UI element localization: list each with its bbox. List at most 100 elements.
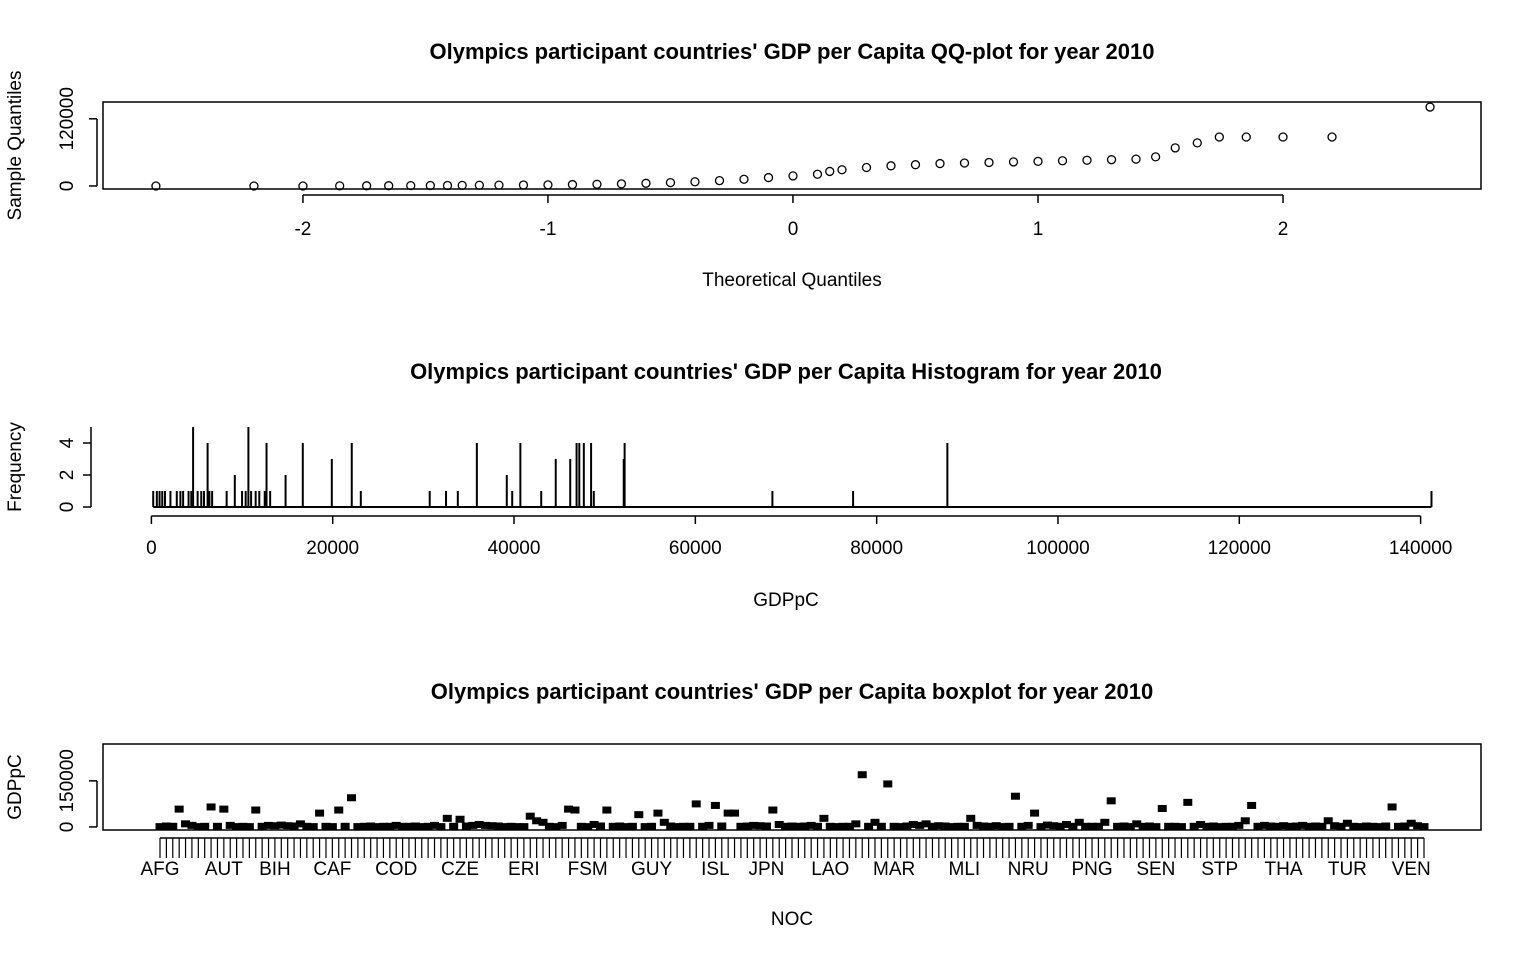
box (315, 809, 325, 817)
point (861, 162, 872, 173)
box (627, 822, 637, 830)
box (870, 818, 880, 826)
point (1150, 152, 1161, 162)
point (837, 165, 847, 175)
x-tick-label: 2 (1278, 219, 1289, 240)
x-tick-label: -2 (294, 219, 311, 240)
point (984, 157, 994, 168)
box (966, 814, 976, 822)
x-axis-label: NOC (771, 909, 813, 930)
box (959, 822, 969, 830)
point (425, 180, 435, 191)
point (935, 158, 945, 169)
box (602, 806, 612, 814)
chart-title: Olympics participant countries' GDP per … (431, 679, 1153, 704)
point (1192, 138, 1202, 148)
x-tick-label: TUR (1328, 859, 1367, 880)
box (595, 822, 605, 830)
x-tick-label: CZE (441, 859, 479, 880)
y-axis-label: Frequency (5, 422, 26, 512)
x-tick-label: AUT (205, 859, 243, 880)
box (691, 800, 701, 808)
x-tick-label: 0 (146, 538, 157, 559)
x-tick-label: AFG (140, 859, 179, 880)
box (685, 822, 695, 830)
point (616, 179, 627, 189)
box (1106, 797, 1116, 805)
point (763, 172, 774, 183)
point (1082, 155, 1092, 165)
x-tick-label: THA (1265, 859, 1303, 880)
box (704, 821, 714, 829)
point (298, 181, 308, 191)
x-tick-label: MAR (873, 859, 915, 880)
box (634, 811, 644, 819)
box (1010, 792, 1020, 800)
box (717, 822, 727, 830)
point (592, 179, 602, 189)
box (525, 812, 535, 820)
box (308, 823, 318, 831)
x-tick-label: 40000 (488, 538, 541, 559)
x-tick-label: ISL (701, 859, 730, 880)
box (1176, 823, 1186, 831)
box (436, 823, 446, 831)
box (449, 822, 459, 830)
y-tick-label: 0 (57, 822, 78, 833)
point (788, 171, 798, 181)
box (1157, 805, 1167, 812)
x-tick-label: 120000 (1208, 538, 1271, 559)
point (1057, 156, 1068, 166)
box (1074, 818, 1084, 826)
x-tick-label: COD (375, 859, 417, 880)
y-tick-label: 2 (57, 470, 78, 481)
box (1030, 809, 1040, 817)
point (1425, 102, 1435, 112)
box (219, 805, 229, 813)
x-tick-label: 60000 (669, 538, 722, 559)
point (1214, 132, 1224, 142)
point (543, 180, 553, 190)
x-tick-label: LAO (811, 859, 849, 880)
box (347, 794, 357, 802)
box (1100, 818, 1110, 826)
x-tick-label: 1 (1033, 219, 1044, 240)
x-tick-label: 140000 (1389, 538, 1452, 559)
box (455, 815, 465, 823)
box (519, 823, 529, 831)
y-tick-label: 0 (57, 502, 78, 513)
box (864, 822, 874, 830)
x-axis-label: GDPpC (753, 590, 818, 611)
box (710, 801, 720, 809)
box (174, 805, 184, 813)
point (641, 178, 651, 188)
box (1323, 817, 1333, 825)
box (570, 806, 580, 814)
x-tick-label: CAF (313, 859, 351, 880)
box (813, 822, 823, 830)
box (340, 822, 350, 830)
y-axis-label: GDPpC (5, 754, 26, 819)
box (857, 771, 867, 779)
y-tick-label: 120000 (57, 87, 78, 150)
box (212, 822, 222, 830)
box (244, 823, 254, 831)
point (1106, 155, 1117, 165)
x-tick-label: JPN (749, 859, 785, 880)
y-tick-label: 0 (57, 181, 78, 192)
point (518, 180, 529, 190)
x-tick-label: BIH (259, 859, 291, 880)
point (335, 181, 345, 191)
x-tick-label: SEN (1136, 859, 1175, 880)
box (851, 820, 861, 828)
box (327, 823, 337, 831)
box (768, 806, 778, 814)
point (959, 158, 970, 168)
x-tick-label: ERI (508, 859, 540, 880)
box (1387, 803, 1397, 811)
box (557, 821, 567, 829)
box (1317, 822, 1327, 830)
point (812, 169, 823, 179)
x-axis-label: Theoretical Quantiles (702, 270, 882, 291)
